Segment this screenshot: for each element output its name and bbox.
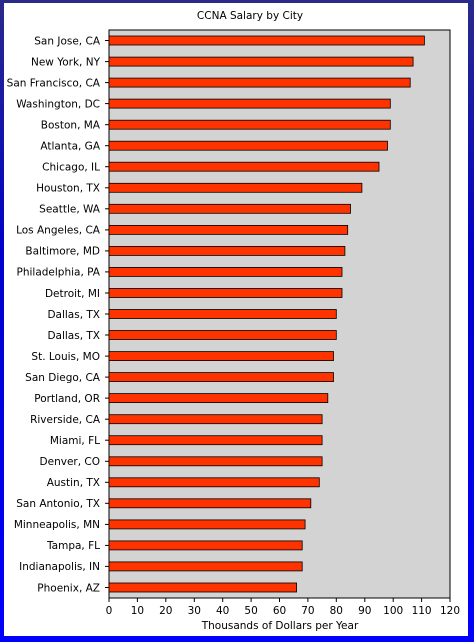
category-labels: San Jose, CA New York, NY San Francisco, C… xyxy=(7,35,109,594)
category-label: Boston, MA xyxy=(41,120,101,132)
category-label: Indianapolis, IN xyxy=(19,561,100,573)
x-axis-title: Thousands of Dollars per Year xyxy=(201,620,359,632)
category-label: Los Angeles, CA xyxy=(16,225,101,237)
category-label: Detroit, MI xyxy=(45,288,100,300)
category-label: San Antonio, TX xyxy=(16,498,100,510)
x-tick-label: 30 xyxy=(188,605,201,617)
category-label: Portland, OR xyxy=(34,393,100,405)
x-tick-label: 50 xyxy=(244,605,257,617)
category-label: Riverside, CA xyxy=(30,414,101,426)
bar xyxy=(108,498,312,509)
x-tick-label: 40 xyxy=(216,605,229,617)
category-label: Dallas, TX xyxy=(47,330,100,342)
category-label: Minneapolis, MN xyxy=(14,519,100,531)
category-label: Chicago, IL xyxy=(42,162,100,174)
category-label: Austin, TX xyxy=(47,477,100,489)
bar xyxy=(108,456,323,467)
bar xyxy=(108,288,343,298)
bar xyxy=(108,561,303,572)
category-label: San Diego, CA xyxy=(25,372,101,384)
bar xyxy=(108,77,411,88)
bar xyxy=(108,119,391,130)
chart-frame: CCNA Salary by City San Jose, CA New York… xyxy=(4,3,468,636)
bar xyxy=(108,540,303,551)
bar xyxy=(108,519,306,530)
category-label: Philadelphia, PA xyxy=(17,267,101,279)
x-tick-label: 0 xyxy=(106,605,113,617)
category-label: Miami, FL xyxy=(50,435,100,447)
x-tick-label: 10 xyxy=(131,605,144,617)
bar xyxy=(108,161,380,172)
x-tick-label: 80 xyxy=(330,605,343,617)
x-tick-label: 90 xyxy=(358,605,371,617)
bars-group xyxy=(108,35,425,593)
x-tick-label: 120 xyxy=(440,605,460,617)
bar xyxy=(108,477,320,488)
x-tick-label: 20 xyxy=(159,605,172,617)
bar xyxy=(108,414,323,425)
category-label: San Jose, CA xyxy=(34,35,101,47)
bar-chart: CCNA Salary by City San Jose, CA New York… xyxy=(7,10,460,632)
bar xyxy=(108,182,363,193)
bar xyxy=(108,266,343,277)
category-label: Seattle, WA xyxy=(39,204,101,216)
bar xyxy=(108,203,351,214)
bar xyxy=(108,56,414,67)
bar xyxy=(108,393,329,404)
bar xyxy=(108,309,337,319)
category-label: Dallas, TX xyxy=(47,309,100,321)
x-tick-label: 60 xyxy=(273,605,286,617)
bar xyxy=(108,140,388,151)
bar xyxy=(108,435,323,446)
bar xyxy=(108,351,334,362)
x-tick-label: 100 xyxy=(383,605,403,617)
bar xyxy=(108,98,391,109)
bar xyxy=(108,372,334,383)
category-label: Baltimore, MD xyxy=(25,246,100,258)
bar xyxy=(108,35,425,46)
bar xyxy=(108,245,346,256)
category-label: San Francisco, CA xyxy=(7,77,101,89)
x-tick-label: 110 xyxy=(412,605,432,617)
chart-title: CCNA Salary by City xyxy=(197,10,303,22)
category-label: St. Louis, MO xyxy=(31,351,100,363)
category-label: Tampa, FL xyxy=(46,540,100,552)
bar xyxy=(108,224,349,235)
bar xyxy=(108,582,298,593)
x-axis-ticks: 0 10 20 30 40 50 60 70 80 90 100 110 120 xyxy=(106,598,460,617)
x-tick-label: 70 xyxy=(301,605,314,617)
category-label: New York, NY xyxy=(31,56,101,68)
category-label: Atlanta, GA xyxy=(40,141,100,153)
category-label: Phoenix, AZ xyxy=(37,582,100,594)
category-label: Houston, TX xyxy=(36,183,100,195)
category-label: Denver, CO xyxy=(40,456,100,468)
category-label: Washington, DC xyxy=(16,98,100,110)
bar xyxy=(108,330,337,340)
